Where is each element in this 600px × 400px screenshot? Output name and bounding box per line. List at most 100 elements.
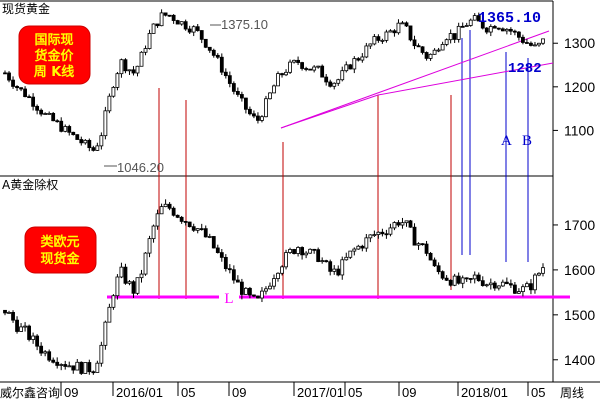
candle-body bbox=[480, 20, 485, 29]
candle-body bbox=[239, 281, 244, 295]
candle-body bbox=[7, 312, 11, 314]
candle-body bbox=[55, 120, 60, 123]
candle-body bbox=[179, 216, 184, 222]
candle-body bbox=[340, 259, 345, 276]
candle-body bbox=[139, 51, 144, 67]
candle-body bbox=[464, 25, 469, 27]
candle-body bbox=[103, 110, 108, 137]
candle-body bbox=[376, 36, 381, 41]
candle-body bbox=[392, 30, 397, 34]
candle-body bbox=[187, 221, 192, 228]
candle-body bbox=[39, 109, 44, 115]
bottom-caption-line-1: 类欧元 bbox=[40, 234, 79, 250]
candle-body bbox=[243, 287, 248, 295]
candle-body bbox=[143, 48, 148, 53]
candle-body bbox=[316, 249, 321, 262]
candle-body bbox=[264, 288, 268, 292]
y-tick-label: 1600 bbox=[564, 262, 595, 278]
y-tick-label: 1200 bbox=[564, 79, 595, 95]
candle-body bbox=[404, 22, 409, 27]
candle-body bbox=[529, 283, 533, 291]
candle-body bbox=[340, 70, 345, 81]
bottom-candles bbox=[3, 199, 545, 375]
candle-body bbox=[151, 23, 156, 34]
candle-body bbox=[19, 87, 23, 90]
candle-body bbox=[256, 295, 260, 299]
candle-body bbox=[308, 248, 313, 254]
top-caption-line-3: 周 K线 bbox=[34, 64, 75, 80]
candle-body bbox=[276, 272, 280, 279]
candle-body bbox=[368, 43, 373, 47]
trend-line bbox=[280, 94, 379, 129]
candle-body bbox=[348, 64, 353, 70]
candle-body bbox=[328, 81, 333, 87]
candle-body bbox=[541, 38, 545, 44]
candle-body bbox=[444, 277, 449, 281]
x-tick-label: 2016/01 bbox=[116, 385, 163, 400]
candle-body bbox=[360, 56, 365, 61]
top-caption-line-1: 国际现 bbox=[34, 33, 73, 48]
candle-body bbox=[380, 231, 385, 235]
candle-body bbox=[99, 135, 104, 147]
candle-body bbox=[320, 65, 325, 78]
candle-body bbox=[408, 220, 413, 228]
trend-lines bbox=[280, 30, 554, 129]
candle-body bbox=[159, 12, 164, 27]
last-value-annotation: 1282 bbox=[508, 61, 542, 77]
candle-body bbox=[75, 361, 80, 371]
candle-body bbox=[35, 105, 40, 111]
candle-body bbox=[332, 268, 337, 272]
candle-body bbox=[47, 112, 52, 115]
mark-b: B bbox=[522, 133, 532, 149]
candle-body bbox=[252, 113, 256, 117]
candle-body bbox=[155, 23, 160, 27]
candle-body bbox=[171, 207, 176, 216]
candle-body bbox=[428, 53, 433, 59]
candle-body bbox=[127, 281, 132, 284]
candle-body bbox=[392, 222, 397, 229]
candle-body bbox=[352, 248, 357, 252]
candle-body bbox=[364, 45, 369, 58]
candle-body bbox=[43, 351, 48, 354]
candle-body bbox=[500, 281, 505, 287]
candle-body bbox=[227, 75, 232, 84]
candle-body bbox=[492, 26, 497, 29]
candle-body bbox=[484, 284, 489, 287]
candle-body bbox=[424, 243, 429, 254]
candle-body bbox=[432, 49, 437, 55]
candle-body bbox=[67, 365, 72, 368]
candle-body bbox=[496, 285, 501, 289]
candle-body bbox=[79, 361, 84, 374]
candle-body bbox=[199, 30, 204, 40]
candle-body bbox=[468, 278, 473, 280]
candle-body bbox=[372, 234, 377, 236]
candle-body bbox=[135, 65, 140, 74]
candle-body bbox=[67, 126, 72, 133]
candle-body bbox=[480, 280, 485, 286]
candle-body bbox=[537, 42, 541, 46]
candle-body bbox=[147, 238, 152, 254]
candle-body bbox=[131, 281, 136, 294]
bottom-pane-title: A黄金除权 bbox=[2, 177, 58, 192]
x-tick-label: 2017/01 bbox=[297, 385, 344, 400]
candle-body bbox=[23, 88, 27, 98]
candle-body bbox=[260, 116, 264, 121]
candle-body bbox=[368, 234, 373, 239]
candle-body bbox=[268, 92, 272, 100]
bottom-caption-box bbox=[24, 226, 97, 274]
y-tick-label: 1400 bbox=[564, 352, 595, 368]
candle-body bbox=[95, 362, 100, 373]
candle-body bbox=[183, 21, 188, 30]
candle-body bbox=[91, 371, 96, 374]
candle-body bbox=[107, 95, 112, 112]
candle-body bbox=[31, 96, 36, 107]
candle-body bbox=[468, 19, 473, 26]
candle-body bbox=[512, 284, 517, 294]
candle-body bbox=[203, 38, 208, 48]
candle-body bbox=[360, 245, 365, 249]
top-pane-title: 现货黄金 bbox=[2, 1, 50, 16]
x-tick-label: 2018/01 bbox=[461, 385, 508, 400]
candle-body bbox=[472, 274, 477, 280]
candle-body bbox=[203, 228, 208, 238]
